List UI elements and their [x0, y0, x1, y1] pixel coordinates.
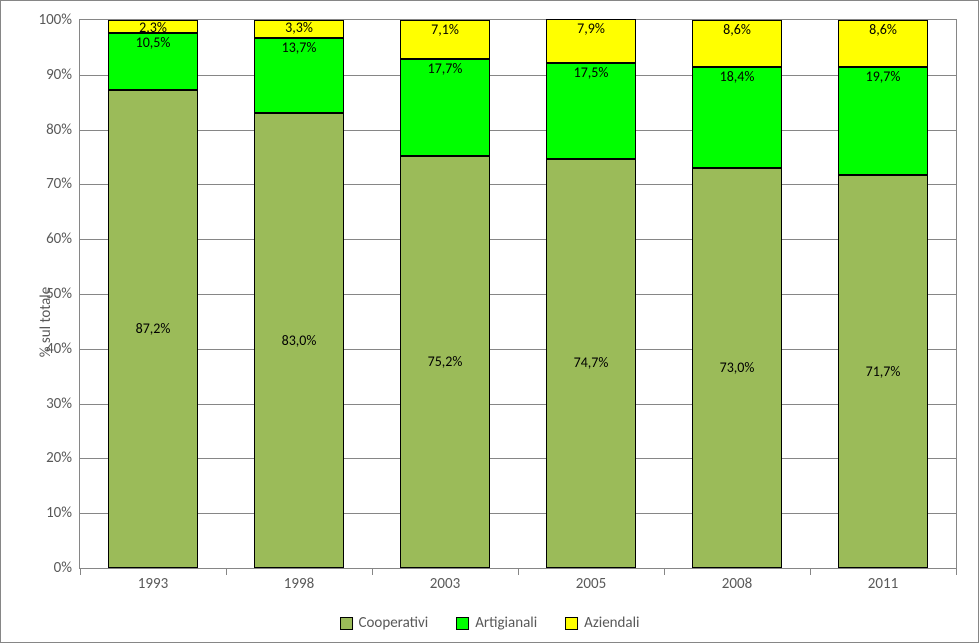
x-tick-label: 2005: [531, 575, 651, 593]
bar-value-label: 17,5%: [546, 64, 636, 81]
bar-group: 83,0% 13,7% 3,3%: [254, 20, 344, 568]
legend-item-aziendali: Aziendali: [565, 614, 639, 632]
bar-value-label: 8,6%: [692, 21, 782, 38]
y-tick-label: 30%: [12, 395, 72, 413]
legend: Cooperativi Artigianali Aziendali: [340, 614, 640, 632]
x-tick-label: 2003: [385, 575, 505, 593]
plot-area: 87,2% 10,5%2,3% 83,0% 13,7% 3,3% 75,2% 17,7% 7,…: [79, 19, 957, 569]
x-tick-label: 2011: [823, 575, 943, 593]
y-tick-label: 10%: [12, 504, 72, 522]
y-tick-label: 0%: [12, 559, 72, 577]
legend-swatch-artigianali: [456, 617, 469, 630]
x-tick-mark: [226, 569, 227, 575]
bar-value-label: 7,9%: [546, 20, 636, 37]
bar-group: 74,7% 17,5% 7,9%: [546, 20, 636, 568]
x-tick-label: 1993: [93, 575, 213, 593]
x-tick-mark: [664, 569, 665, 575]
bars-layer: 87,2% 10,5%2,3% 83,0% 13,7% 3,3% 75,2% 17,7% 7,…: [80, 20, 956, 568]
legend-item-artigianali: Artigianali: [456, 614, 537, 632]
y-tick-label: 90%: [12, 66, 72, 84]
bar-value-label: 19,7%: [838, 68, 928, 85]
x-tick-label: 1998: [239, 575, 359, 593]
y-tick-label: 70%: [12, 175, 72, 193]
legend-label-aziendali: Aziendali: [584, 614, 639, 632]
bar-value-label: 73,0%: [692, 359, 782, 376]
bar-value-label: 2,3%: [108, 19, 198, 36]
legend-label-artigianali: Artigianali: [475, 614, 537, 632]
bar-value-label: 17,7%: [400, 60, 490, 77]
y-tick-label: 50%: [12, 285, 72, 303]
bar-value-label: 3,3%: [254, 19, 344, 36]
bar-value-label: 75,2%: [400, 353, 490, 370]
y-tick-label: 100%: [12, 11, 72, 29]
bar-group: 73,0% 18,4% 8,6%: [692, 20, 782, 568]
bar-value-label: 10,5%: [108, 34, 198, 51]
bar-value-label: 13,7%: [254, 39, 344, 56]
x-tick-mark: [80, 569, 81, 575]
bar-value-label: 71,7%: [838, 363, 928, 380]
bar-value-label: 7,1%: [400, 21, 490, 38]
bar-group: 75,2% 17,7% 7,1%: [400, 20, 490, 568]
y-tick-label: 60%: [12, 230, 72, 248]
bar-value-label: 87,2%: [108, 320, 198, 337]
x-tick-mark: [956, 569, 957, 575]
y-tick-label: 80%: [12, 121, 72, 139]
y-tick-label: 40%: [12, 340, 72, 358]
x-tick-mark: [518, 569, 519, 575]
bar-value-label: 83,0%: [254, 332, 344, 349]
bar-value-label: 8,6%: [838, 21, 928, 38]
legend-label-cooperativi: Cooperativi: [359, 614, 429, 632]
legend-swatch-aziendali: [565, 617, 578, 630]
bar-value-label: 74,7%: [546, 354, 636, 371]
legend-swatch-cooperativi: [340, 617, 353, 630]
bar-value-label: 18,4%: [692, 68, 782, 85]
x-tick-mark: [372, 569, 373, 575]
bar-group: 87,2% 10,5%2,3%: [108, 20, 198, 568]
y-tick-label: 20%: [12, 449, 72, 467]
chart-frame: % sul totale 0%10%20%30%40%50%60%70%80%9…: [0, 0, 979, 643]
legend-item-cooperativi: Cooperativi: [340, 614, 429, 632]
x-tick-mark: [810, 569, 811, 575]
bar-group: 71,7% 19,7% 8,6%: [838, 20, 928, 568]
x-tick-label: 2008: [677, 575, 797, 593]
